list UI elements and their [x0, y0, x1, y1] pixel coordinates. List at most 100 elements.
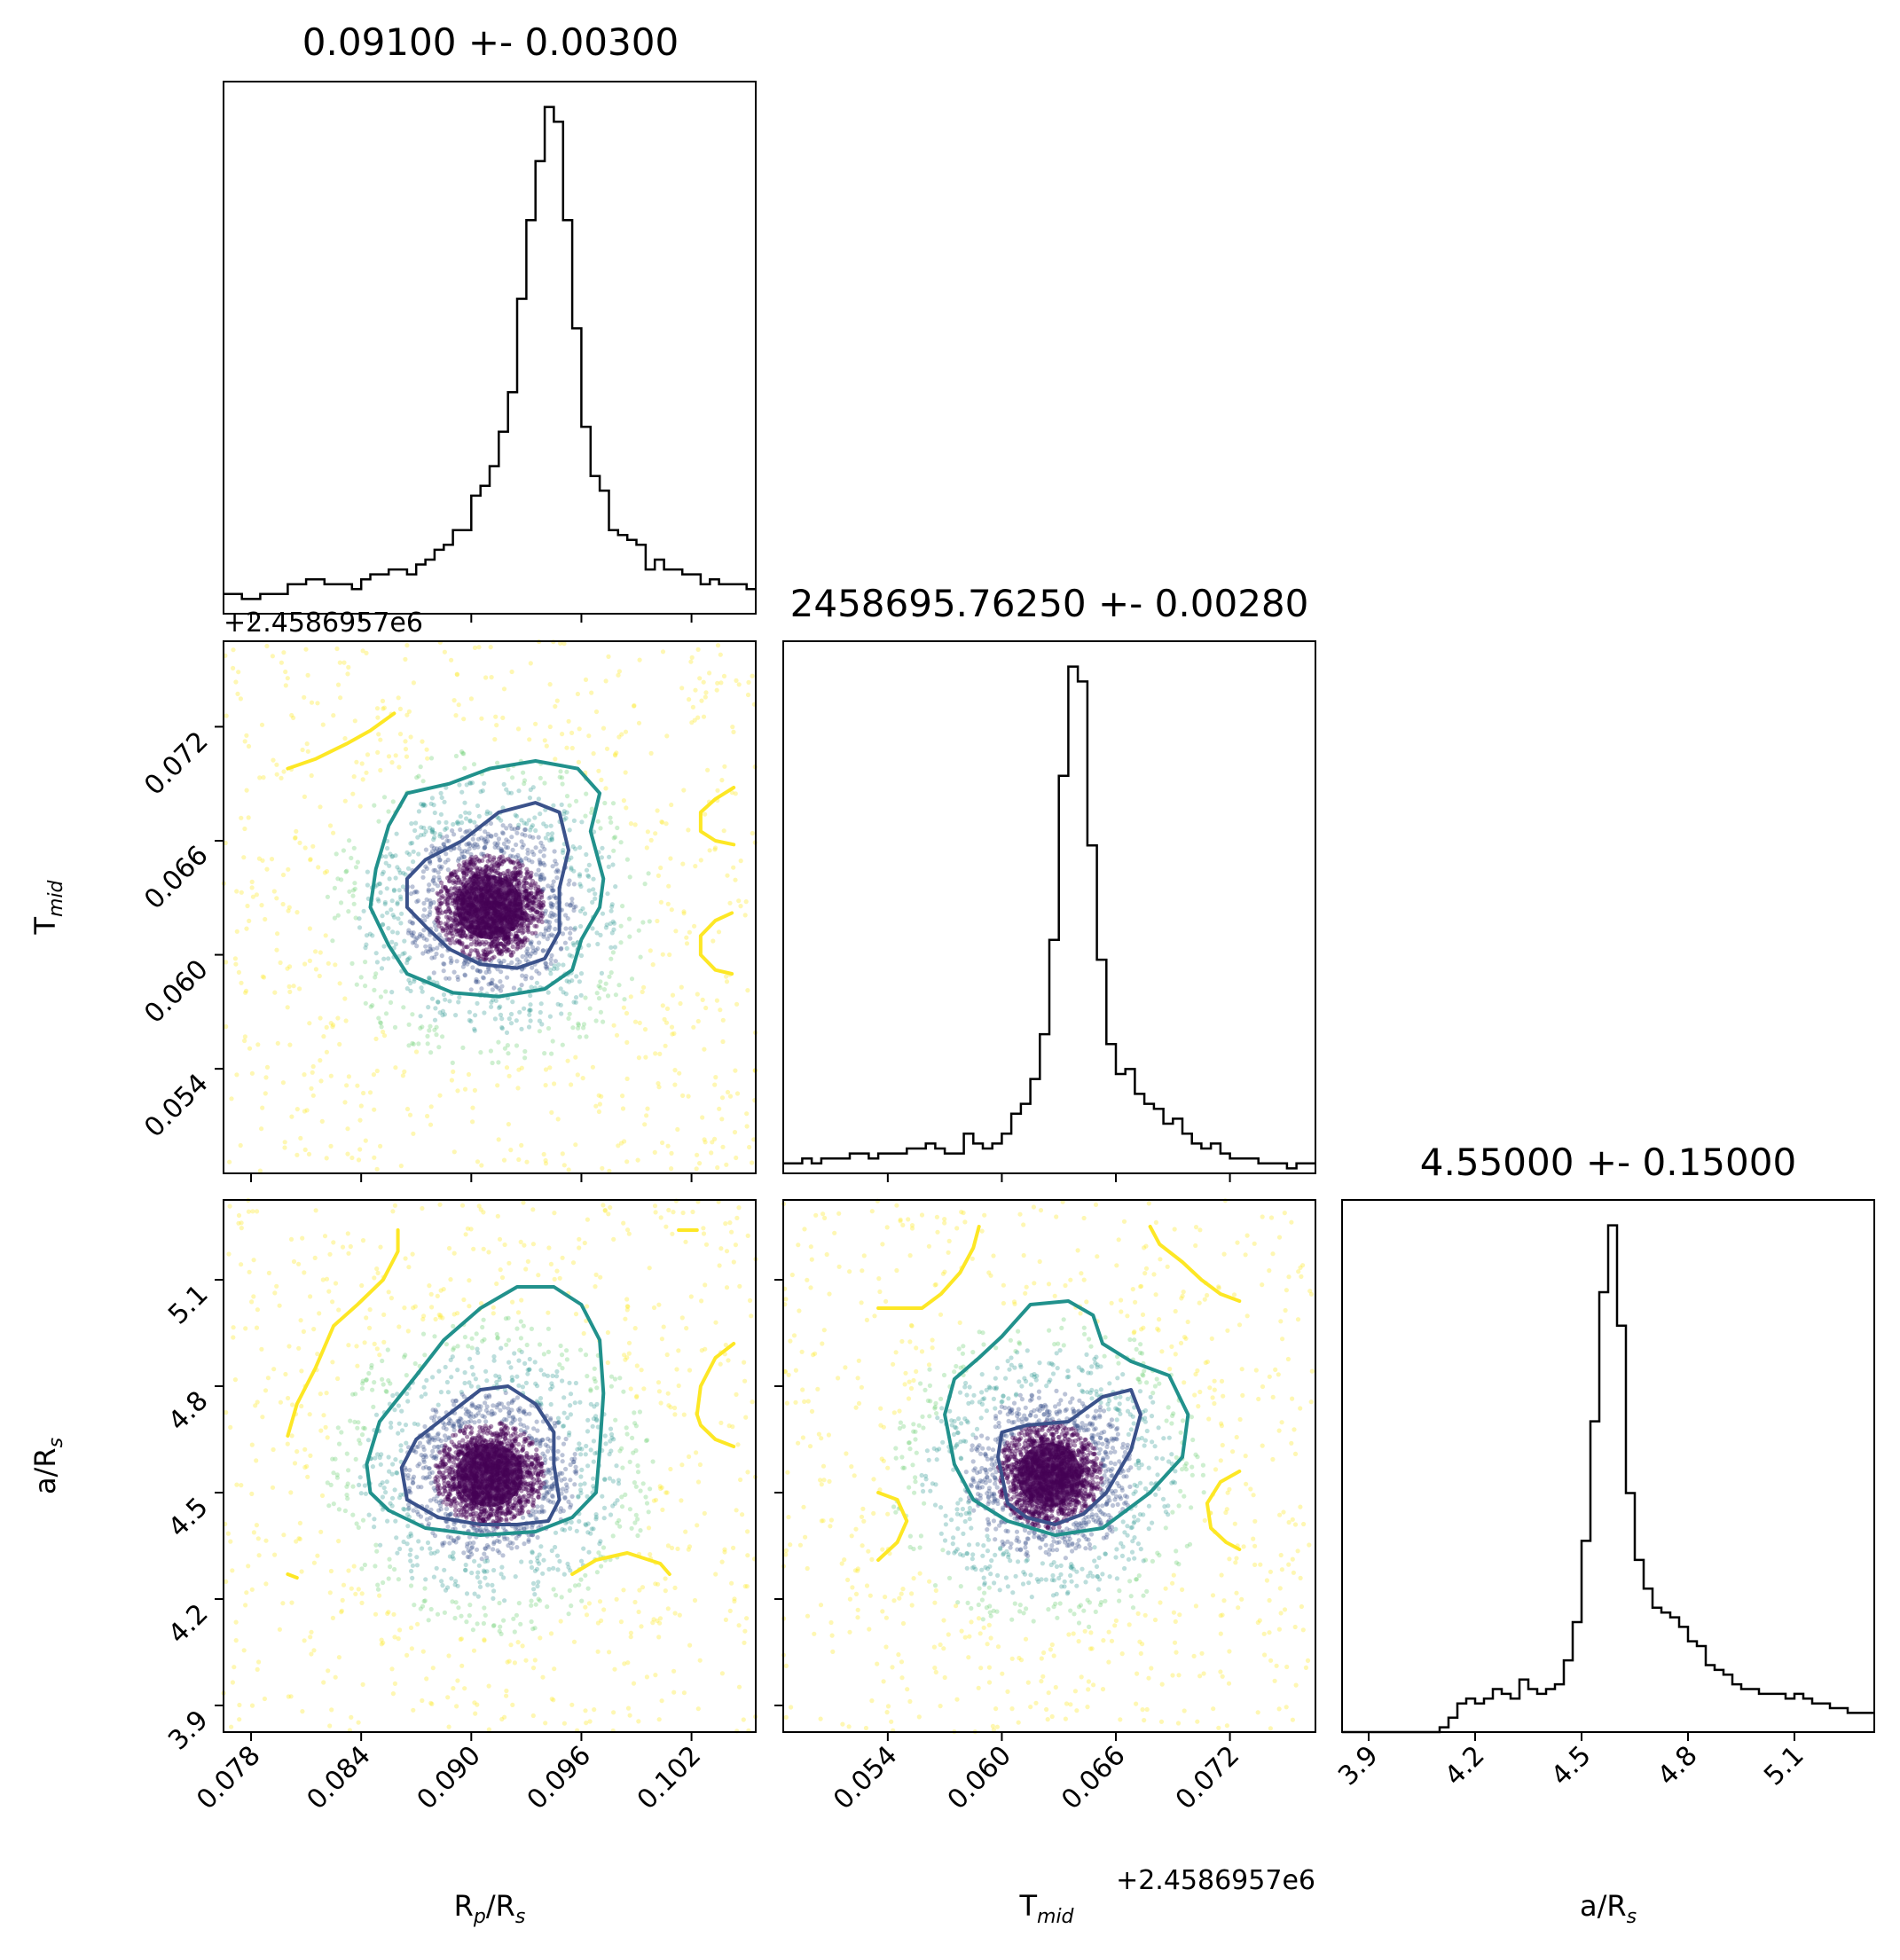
sample-point: [496, 836, 502, 842]
sample-point: [428, 1104, 434, 1109]
sample-point: [364, 650, 369, 656]
sample-point: [444, 926, 450, 931]
sample-point: [563, 913, 569, 918]
sample-point: [620, 1106, 626, 1111]
sample-point: [485, 1582, 491, 1588]
sample-point: [733, 1243, 739, 1248]
sample-point: [499, 1345, 504, 1351]
sample-point: [680, 1093, 686, 1098]
sample-point: [462, 933, 468, 938]
sample-point: [224, 1023, 229, 1030]
sample-point: [659, 1337, 665, 1342]
sample-point: [481, 1568, 487, 1573]
sample-point: [519, 983, 524, 988]
sample-point: [471, 1541, 476, 1546]
sample-point: [548, 1401, 554, 1407]
sample-point: [380, 913, 385, 919]
sample-point: [716, 929, 722, 935]
sample-point: [467, 1304, 472, 1309]
sample-point: [438, 866, 444, 872]
sample-point: [280, 1601, 286, 1606]
sample-point: [420, 803, 426, 809]
sample-point: [237, 1717, 242, 1722]
sample-point: [743, 899, 749, 905]
sample-point: [271, 757, 276, 763]
sample-point: [363, 1000, 368, 1006]
sample-point: [636, 928, 641, 933]
sample-point: [318, 1529, 324, 1534]
sample-point: [235, 691, 240, 697]
sample-point: [465, 866, 470, 872]
sample-point: [624, 1076, 630, 1081]
sample-point: [426, 887, 431, 892]
sample-point: [590, 926, 595, 931]
sample-point: [442, 961, 447, 967]
sample-point: [546, 1349, 552, 1354]
sample-point: [432, 1334, 437, 1339]
sample-point: [409, 930, 414, 936]
sample-point: [672, 1585, 678, 1590]
sample-point: [378, 1020, 383, 1025]
sample-point: [611, 1236, 616, 1242]
sample-point: [363, 960, 368, 965]
sample-point: [456, 1605, 461, 1611]
sample-point: [504, 1688, 509, 1694]
sample-point: [241, 1648, 247, 1653]
sample-point: [645, 829, 651, 835]
sample-point: [423, 828, 428, 835]
sample-point: [263, 1075, 269, 1080]
sample-point: [375, 749, 381, 756]
sample-point: [425, 1113, 430, 1119]
sample-point: [469, 780, 475, 786]
sample-point: [529, 976, 534, 981]
sample-point: [569, 1702, 575, 1707]
sample-point: [424, 747, 429, 752]
sample-point: [464, 816, 469, 821]
sample-point: [389, 898, 395, 904]
sample-point: [614, 1463, 619, 1469]
sample-point: [561, 962, 566, 968]
sample-point: [443, 827, 448, 833]
sample-point: [327, 1590, 333, 1595]
sample-point: [391, 914, 397, 920]
sample-point: [573, 1380, 579, 1386]
sample-point: [707, 670, 712, 676]
sample-point: [591, 887, 596, 892]
sample-point: [375, 1587, 381, 1592]
sample-point: [452, 1444, 458, 1449]
sample-point: [485, 853, 491, 858]
sample-point: [749, 1313, 754, 1319]
sample-point: [604, 746, 610, 751]
sample-point: [357, 804, 363, 809]
sample-point: [381, 1382, 386, 1387]
sample-point: [393, 1065, 398, 1070]
sample-point: [564, 769, 569, 774]
sample-point: [524, 821, 530, 827]
sample-point: [585, 1463, 591, 1469]
sample-point: [429, 829, 435, 835]
sample-point: [372, 1107, 377, 1112]
sample-point: [319, 1493, 326, 1498]
sample-point: [469, 1345, 475, 1351]
sample-point: [459, 749, 465, 755]
sample-point: [703, 1005, 709, 1011]
sample-point: [601, 1019, 606, 1024]
sample-point: [601, 725, 607, 731]
sample-point: [491, 1311, 496, 1316]
sample-point: [624, 857, 631, 862]
sample-point: [388, 1000, 394, 1005]
sample-point: [378, 737, 383, 742]
sample-point: [263, 1388, 269, 1393]
sample-point: [660, 1140, 665, 1146]
sample-point: [635, 1533, 640, 1539]
sample-point: [676, 1348, 681, 1353]
sample-points: [221, 639, 758, 1173]
sample-point: [524, 871, 530, 876]
sample-point: [412, 827, 418, 834]
sample-point: [247, 1046, 253, 1051]
sample-point: [475, 844, 481, 850]
sample-point: [239, 1262, 244, 1267]
sample-point: [734, 1508, 739, 1513]
sample-point: [374, 960, 380, 965]
